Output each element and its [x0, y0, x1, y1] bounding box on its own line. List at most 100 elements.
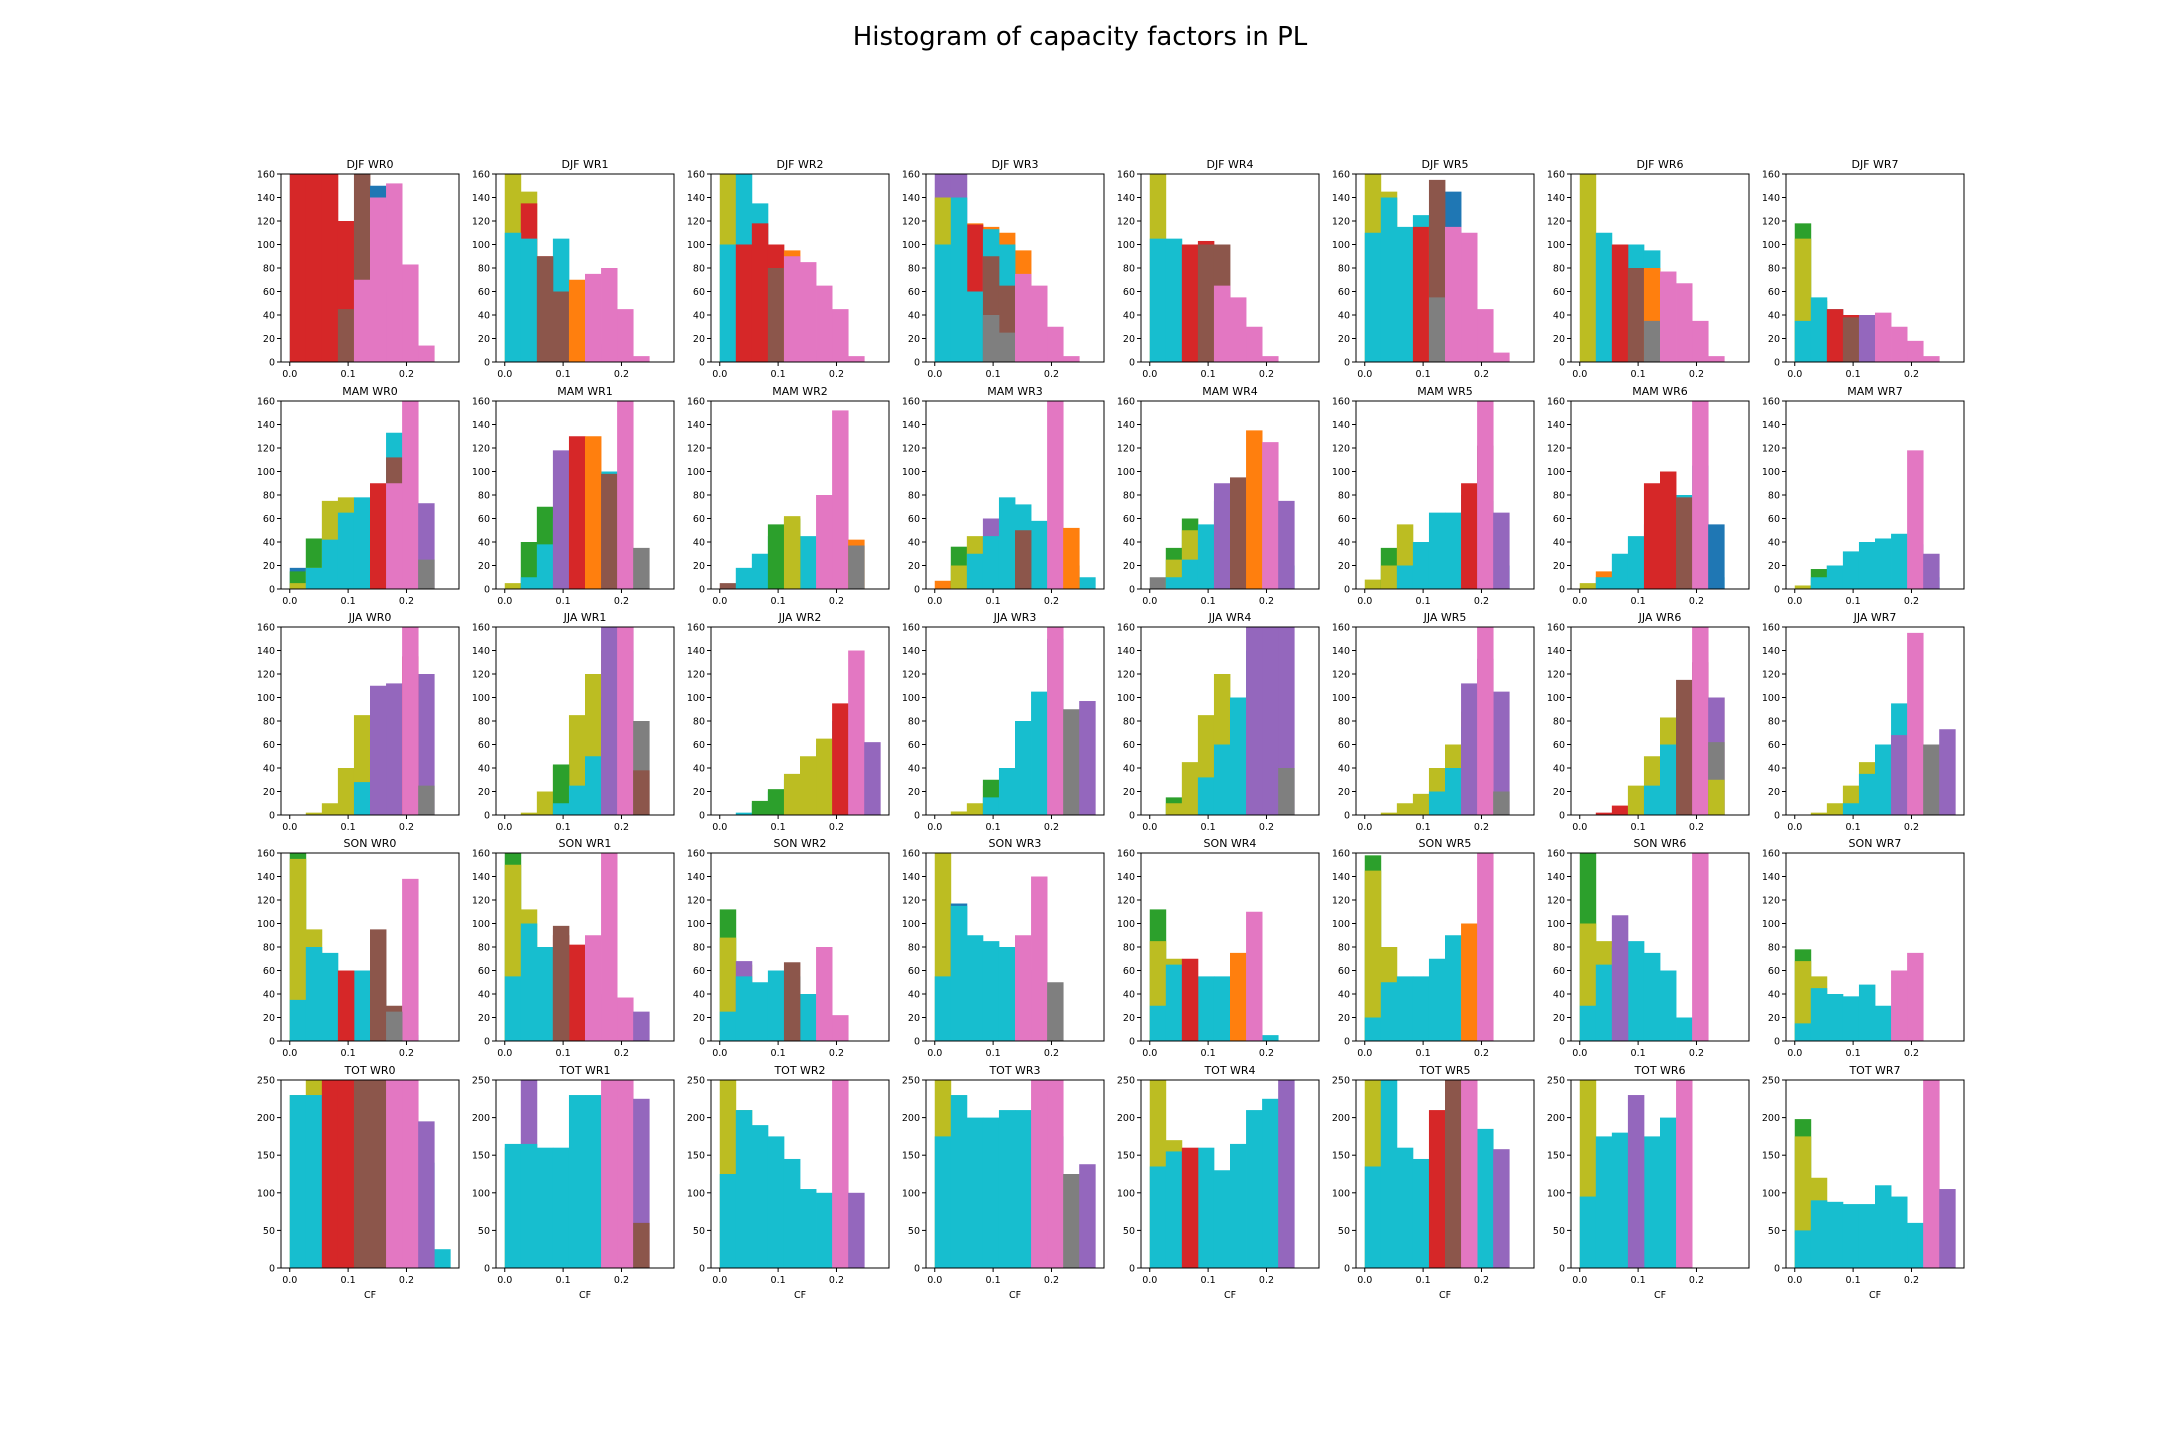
x-axis-label: CF: [1654, 1290, 1666, 1301]
hist-bar-cyan: [536, 947, 554, 1041]
bars: [1149, 909, 1279, 1041]
x-tick-label: 0.1: [556, 596, 571, 607]
y-tick-label: 160: [687, 397, 705, 408]
hist-bar-cyan: [1445, 768, 1462, 815]
y-tick-label: 100: [687, 240, 705, 251]
hist-bar-pink: [832, 309, 849, 362]
x-tick-label: 0.2: [1904, 1048, 1919, 1059]
y-tick-label: 100: [1762, 467, 1780, 478]
y-tick-label: 100: [257, 240, 275, 251]
x-tick-label: 0.1: [341, 369, 356, 380]
hist-bar-cyan: [950, 905, 968, 1041]
y-tick-label: 160: [1117, 849, 1135, 860]
x-axis-label: CF: [364, 1290, 376, 1301]
hist-bar-pink: [848, 356, 865, 362]
x-tick-label: 0.2: [829, 1275, 844, 1286]
x-tick-label: 0.0: [712, 596, 727, 607]
y-tick-label: 80: [693, 943, 705, 954]
y-tick-label: 0: [1344, 811, 1350, 822]
y-tick-label: 0: [1559, 811, 1565, 822]
y-tick-label: 40: [1768, 538, 1780, 549]
hist-bar-cyan: [1197, 524, 1215, 589]
hist-bar-cyan: [520, 923, 538, 1041]
hist-bar-olive: [1794, 585, 1812, 589]
y-tick-label: 150: [472, 1151, 490, 1162]
hist-bar-gray: [633, 547, 650, 589]
x-axis-label: CF: [1869, 1290, 1881, 1301]
bars: [289, 1080, 451, 1268]
y-tick-label: 20: [1338, 787, 1350, 798]
subplot-title: JJA WR4: [1208, 611, 1252, 624]
hist-bar-gray: [386, 1011, 403, 1041]
hist-bar-cyan: [950, 197, 968, 362]
y-tick-label: 60: [908, 966, 920, 977]
y-tick-label: 120: [472, 217, 490, 228]
y-tick-label: 120: [257, 670, 275, 681]
hist-bar-cyan: [1364, 1017, 1382, 1041]
x-tick-label: 0.1: [1416, 1048, 1431, 1059]
hist-bar-olive: [520, 812, 538, 815]
bars: [289, 174, 435, 362]
y-tick-label: 120: [1117, 896, 1135, 907]
y-tick-label: 160: [1762, 849, 1780, 860]
hist-bar-red: [568, 944, 586, 1041]
x-tick-label: 0.2: [1904, 822, 1919, 833]
bars: [1149, 174, 1279, 362]
y-tick-label: 60: [693, 966, 705, 977]
hist-bar-cyan: [1380, 982, 1398, 1041]
bars: [1794, 223, 1940, 362]
y-tick-label: 80: [263, 943, 275, 954]
x-tick-label: 0.2: [1689, 369, 1704, 380]
x-tick-label: 0.0: [1142, 369, 1157, 380]
hist-bar-purple: [1278, 1080, 1295, 1268]
y-tick-label: 20: [693, 787, 705, 798]
hist-bar-pink: [1692, 401, 1709, 589]
hist-bar-pink: [633, 356, 650, 362]
hist-bar-purple: [552, 450, 570, 589]
x-tick-label: 0.2: [1474, 596, 1489, 607]
subplot-mam-wr5: MAM WR5 0 20 40 60 80 100 120 140 160 0.0 0.1 0.2: [1332, 385, 1535, 607]
hist-bar-pink: [1477, 627, 1494, 815]
subplot-mam-wr1: MAM WR1 0 20 40 60 80 100 120 140 160 0.0 0.1 0.2: [472, 385, 675, 607]
hist-bar-green: [767, 789, 785, 815]
hist-bar-cyan: [321, 539, 339, 589]
hist-bar-gray: [1149, 577, 1167, 589]
y-tick-label: 150: [1332, 1151, 1350, 1162]
hist-bar-cyan: [536, 1147, 554, 1268]
hist-bar-cyan: [504, 1143, 522, 1268]
hist-bar-cyan: [1197, 976, 1215, 1041]
y-tick-label: 20: [1123, 334, 1135, 345]
x-tick-label: 0.2: [1044, 369, 1059, 380]
x-tick-label: 0.0: [927, 1275, 942, 1286]
y-tick-label: 160: [1332, 849, 1350, 860]
subplot-mam-wr4: MAM WR4 0 20 40 60 80 100 120 140 160 0.0 0.1 0.2: [1117, 385, 1320, 607]
hist-bar-cyan: [1428, 958, 1446, 1041]
y-tick-label: 160: [687, 170, 705, 181]
y-tick-label: 80: [1123, 717, 1135, 728]
bars: [504, 1080, 650, 1268]
hist-bar-pink: [1875, 312, 1892, 362]
y-tick-label: 160: [1547, 397, 1565, 408]
hist-bar-cyan: [1380, 197, 1398, 362]
hist-bar-cyan: [800, 1189, 817, 1268]
bars: [719, 909, 849, 1041]
x-tick-label: 0.1: [556, 369, 571, 380]
hist-bar-olive: [536, 791, 554, 815]
x-tick-label: 0.1: [1846, 822, 1861, 833]
x-tick-label: 0.1: [771, 596, 786, 607]
y-tick-label: 0: [1559, 585, 1565, 596]
y-tick-label: 20: [908, 561, 920, 572]
bars: [934, 853, 1064, 1041]
y-tick-label: 120: [1547, 217, 1565, 228]
y-tick-label: 100: [687, 693, 705, 704]
hist-bar-cyan: [1611, 553, 1629, 589]
x-tick-label: 0.2: [1044, 596, 1059, 607]
y-tick-label: 140: [902, 646, 920, 657]
y-tick-label: 40: [693, 764, 705, 775]
hist-bar-red: [1428, 1110, 1446, 1268]
subplot-title: DJF WR3: [991, 158, 1038, 171]
hist-bar-cyan: [1213, 1170, 1231, 1268]
subplot-title: SON WR3: [989, 837, 1042, 850]
x-tick-label: 0.0: [1572, 1048, 1587, 1059]
y-tick-label: 60: [1768, 287, 1780, 298]
